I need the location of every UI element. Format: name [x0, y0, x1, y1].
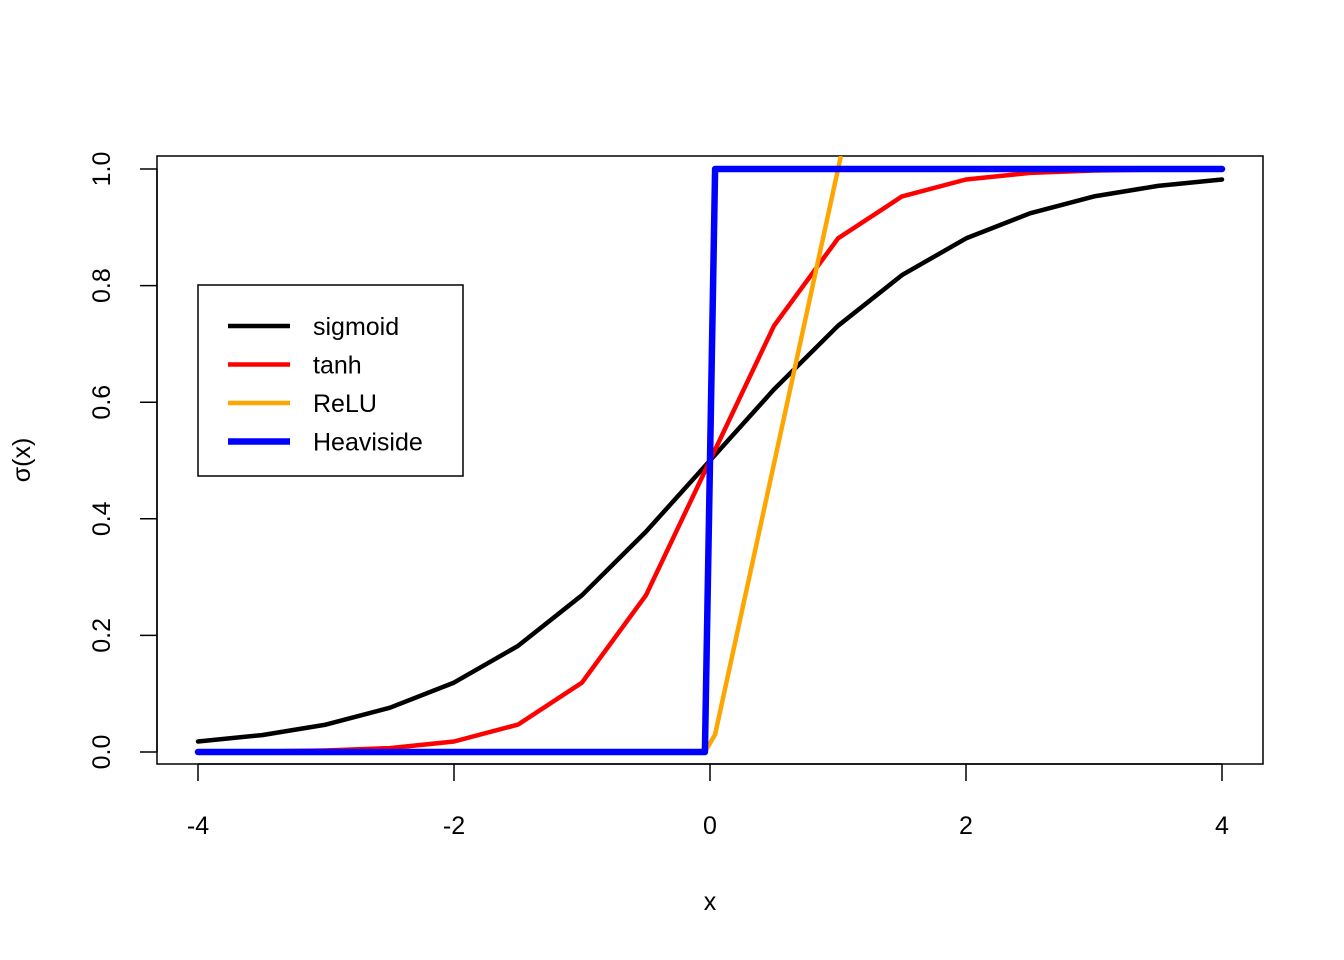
y-tick-label: 0.4 — [88, 501, 116, 536]
y-tick-label: 0.8 — [88, 268, 116, 303]
legend: sigmoid tanh ReLU Heaviside — [197, 284, 464, 477]
x-tick-label: -2 — [443, 812, 465, 840]
x-axis: -4 -2 0 2 4 — [187, 763, 1229, 840]
x-tick-label: -4 — [187, 812, 209, 840]
y-tick-label: 0.2 — [88, 618, 116, 653]
y-tick-label: 1.0 — [88, 152, 116, 187]
y-tick-label: 0.6 — [88, 385, 116, 420]
x-axis-label: x — [704, 888, 717, 916]
x-tick-label: 4 — [1215, 812, 1229, 840]
x-tick-label: 0 — [703, 812, 717, 840]
legend-label-relu: ReLU — [313, 390, 377, 418]
series-layer — [194, 156, 1226, 756]
x-tick-label: 2 — [959, 812, 973, 840]
y-tick-label: 0.0 — [88, 735, 116, 770]
y-axis-label: σ(x) — [8, 438, 36, 483]
legend-label-tanh: tanh — [313, 352, 362, 380]
series-line-heaviside — [194, 165, 1226, 756]
y-axis: 0.0 0.2 0.4 0.6 0.8 1.0 — [88, 152, 158, 770]
legend-label-heaviside: Heaviside — [313, 429, 423, 457]
legend-label-sigmoid: sigmoid — [313, 313, 399, 341]
